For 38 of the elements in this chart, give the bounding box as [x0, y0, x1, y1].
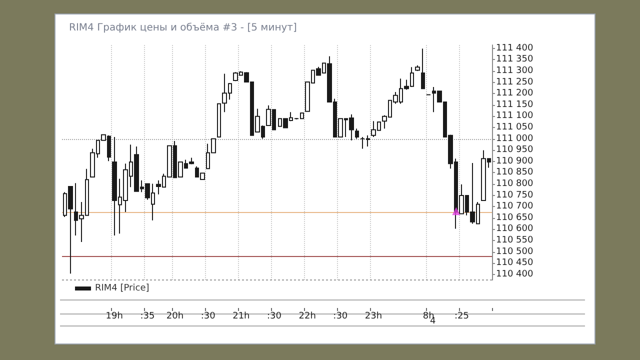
y-tick-label: 111 100 — [496, 111, 534, 122]
y-tick-label: 110 400 — [496, 269, 534, 280]
text: 4 — [430, 316, 436, 326]
y-tick-label: 111 050 — [496, 122, 534, 132]
x-tick-label: 21h — [232, 312, 250, 322]
y-tick-label: 110 850 — [496, 168, 534, 178]
candlestick — [355, 128, 359, 140]
y-tick-label: 111 250 — [496, 77, 534, 88]
y-tick-label: 110 550 — [496, 235, 534, 246]
x-tick-label: 20h — [166, 312, 184, 322]
x-tick-label: :25 — [454, 312, 469, 322]
y-tick-label: 110 750 — [496, 190, 534, 200]
y-tick-label: 111 300 — [496, 66, 534, 76]
x-tick-label: 22h — [298, 312, 316, 322]
y-tick-label: 110 650 — [496, 212, 534, 223]
x-tick-label: :30 — [333, 312, 348, 322]
y-tick-label: 111 200 — [496, 88, 534, 99]
y-tick-label: 110 500 — [496, 246, 534, 257]
candlestick — [217, 103, 221, 138]
candlestick — [421, 48, 425, 90]
y-tick-label: 111 350 — [496, 54, 534, 65]
x-tick-label: 19h — [106, 312, 123, 322]
y-tick-label: 110 950 — [496, 145, 534, 156]
x-tick-label: 23h — [364, 312, 382, 322]
y-tick-label: 111 000 — [496, 134, 534, 144]
chart-title: RIM4 График цены и объёма #3 - [5 минут] — [69, 22, 297, 34]
x-tick-label: :30 — [267, 312, 282, 322]
candlestick — [415, 64, 420, 72]
y-tick-label: 110 900 — [496, 156, 534, 166]
x-tick-label: :30 — [200, 312, 216, 322]
y-tick-label: 110 800 — [496, 178, 534, 189]
y-tick-label: 110 700 — [496, 202, 534, 212]
y-tick-label: 110 600 — [496, 224, 534, 234]
y-tick-label: 110 450 — [496, 258, 534, 268]
legend-label: RIM4 [Price] — [95, 284, 150, 294]
x-tick-label: :35 — [140, 312, 155, 322]
y-tick-label: 111 400 — [496, 43, 534, 54]
y-tick-label: 111 150 — [496, 100, 534, 110]
